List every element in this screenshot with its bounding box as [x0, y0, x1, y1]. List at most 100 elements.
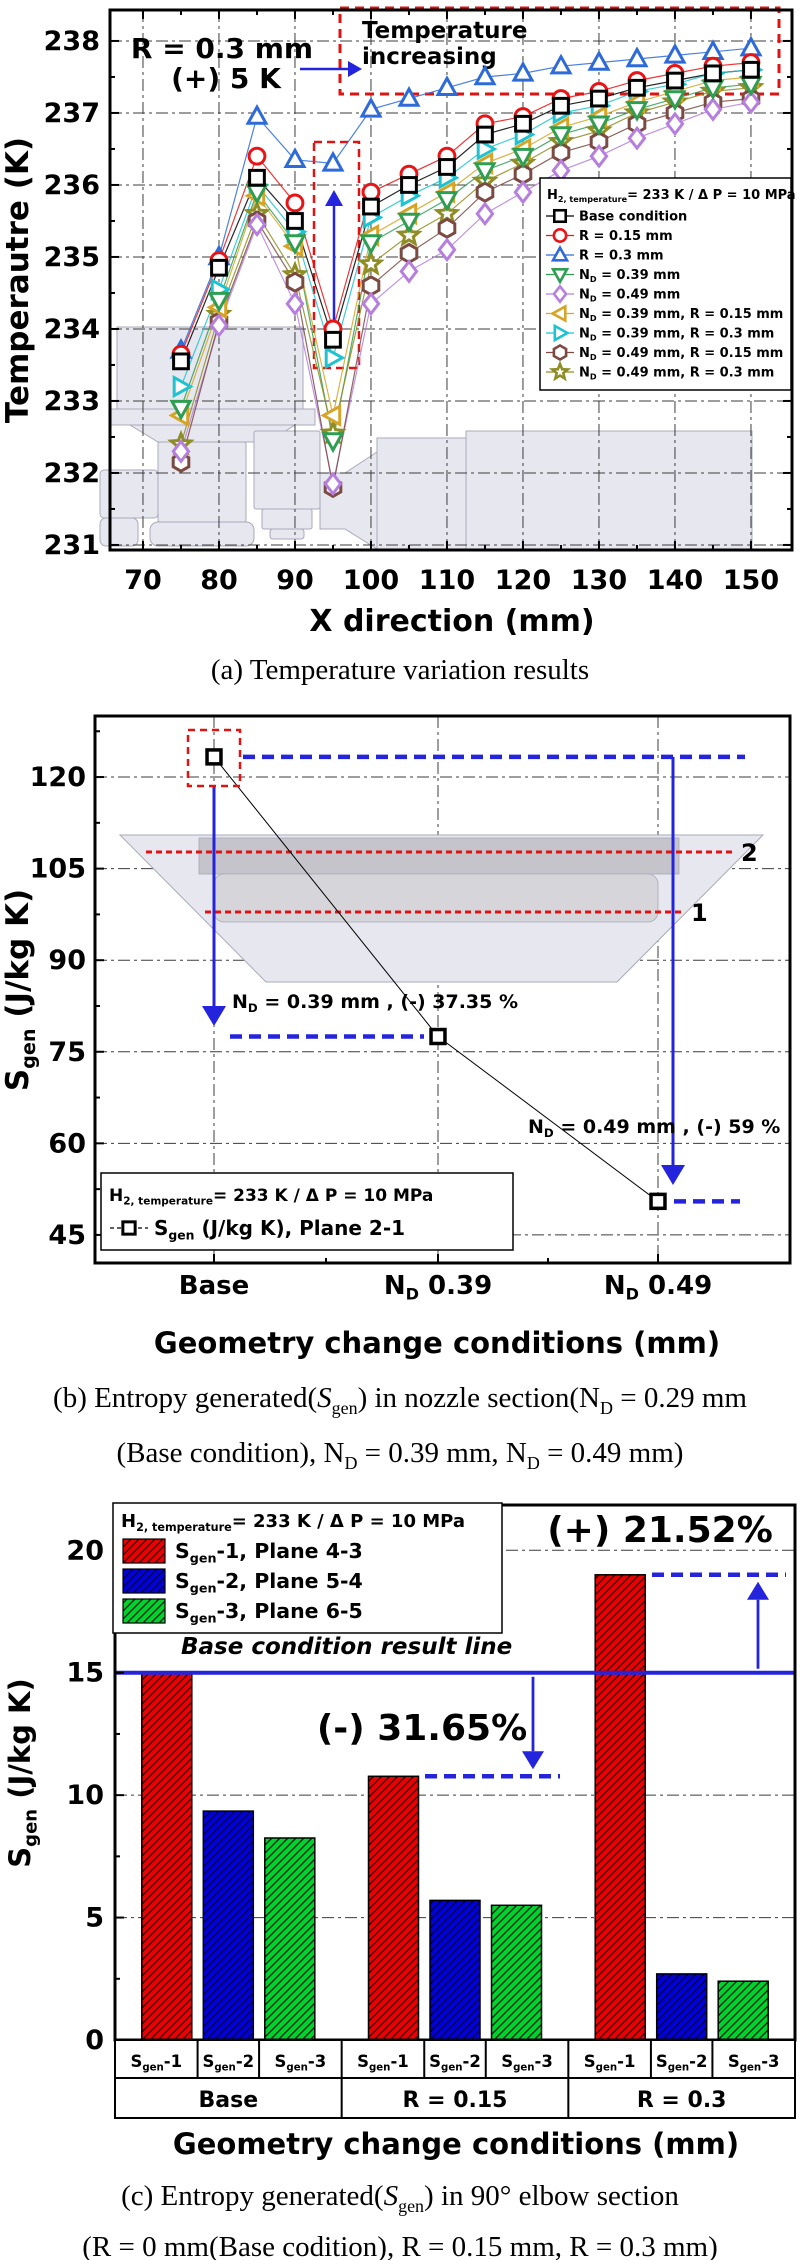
temperature-increasing-text-2: increasing — [362, 44, 497, 70]
triangle-right-marker — [476, 137, 498, 161]
square-marker — [742, 60, 760, 79]
bar-s-gen-2-base — [202, 1810, 255, 2041]
x-tick-label: 90 — [276, 565, 314, 596]
triangle-down-marker — [359, 234, 383, 256]
y-tick-label: 75 — [48, 1037, 86, 1068]
triangle-up-marker — [587, 50, 611, 71]
plane-1-label: 1 — [691, 899, 708, 927]
triangle-down-marker — [283, 234, 307, 256]
nozzle-section-inset: 21 — [118, 834, 765, 983]
series-line-n-d-0-49-mm-r-0-3-mm — [180, 87, 752, 445]
series-markers-n-d-0-49-mm — [171, 89, 761, 497]
legend-item-s-gen-3: Sgen-3, Plane 6-5 — [122, 1598, 363, 1626]
table-bar-label: Sgen-2 — [656, 2052, 708, 2074]
triangle-left-marker — [320, 403, 342, 427]
bar-s-gen-1-r-0-3 — [594, 1574, 646, 2041]
bar-s-gen-2-r-0-15 — [429, 1899, 481, 2041]
x-tick-label: 130 — [571, 565, 627, 596]
triangle-up-marker — [549, 53, 573, 75]
y-axis-title-c: Sgen (J/kg K) — [3, 1678, 41, 1867]
temperature-increasing-box — [338, 6, 781, 96]
series-line-r-0-15-mm — [180, 62, 752, 355]
legend-item-label: ND = 0.39 mm, R = 0.3 mm — [579, 327, 774, 343]
legend-item-r-0-3-mm: R = 0.3 mm — [546, 245, 664, 264]
y-tick-label: 0 — [85, 2025, 104, 2056]
table-bar-label: Sgen-1 — [584, 2052, 636, 2074]
square-marker — [476, 125, 494, 144]
base-condition-line-label: Base condition result line — [181, 1634, 512, 1660]
star-marker — [357, 249, 385, 276]
triangle-up-marker — [625, 46, 649, 68]
r03-note-line1: R = 0.3 mm — [131, 32, 313, 65]
triangle-up-marker — [283, 147, 307, 168]
table-bar-label: Sgen-2 — [429, 2052, 481, 2074]
legend-swatch — [122, 1538, 166, 1564]
diamond-marker — [552, 284, 568, 304]
diamond-marker — [361, 291, 381, 317]
star-marker — [548, 360, 572, 382]
square-marker — [666, 71, 684, 90]
triangle-down-marker — [663, 90, 687, 112]
square-marker — [248, 168, 266, 187]
y-axis-title-b: Sgen (J/kg K) — [0, 889, 40, 1091]
x-category-label: Base — [179, 1271, 249, 1301]
series-group-a — [167, 35, 765, 499]
square-marker — [121, 1220, 137, 1236]
triangle-up-marker — [550, 245, 570, 262]
increase-label: (+) 21.52% — [547, 1510, 773, 1551]
sgen-point-1 — [429, 1027, 447, 1046]
y-axis-title-c: Sgen (J/kg K) — [3, 1678, 41, 1867]
decrease-arrow — [522, 1676, 544, 1770]
legend-item-s-gen-1: Sgen-1, Plane 4-3 — [122, 1538, 363, 1566]
x-tick-label: 120 — [495, 565, 551, 596]
y-axis-title-a: Temperautre (K) — [0, 137, 36, 423]
square-marker — [552, 96, 570, 115]
triangle-down-marker — [321, 432, 345, 454]
triangle-down-marker — [625, 101, 649, 122]
caption-c-line2: (R = 0 mm(Base codition), R = 0.15 mm, R… — [82, 2230, 718, 2260]
legend-item-label: R = 0.15 mm — [579, 229, 673, 244]
decrease-label: (-) 31.65% — [317, 1708, 527, 1749]
legend-item-label: ND = 0.49 mm, R = 0.15 mm — [579, 346, 783, 362]
sgen-series-b — [205, 748, 667, 1211]
square-marker — [628, 78, 646, 97]
legend-swatch — [122, 1598, 166, 1624]
hexagon-marker — [285, 271, 305, 293]
triangle-up-marker — [435, 75, 459, 96]
triangle-right-marker — [172, 375, 194, 399]
diamond-marker — [513, 179, 533, 205]
triangle-up-marker — [511, 60, 535, 82]
cad-shape — [116, 326, 304, 410]
arrow-head — [661, 1165, 685, 1185]
x-tick-label: 110 — [419, 565, 475, 596]
series-line-n-d-0-39-mm-r-0-3-mm — [180, 69, 752, 387]
y-tick-label: 237 — [44, 98, 100, 129]
x-axis-title-c: Geometry change conditions (mm) — [173, 2127, 739, 2161]
legend-item-r-0-15-mm: R = 0.15 mm — [546, 228, 673, 244]
x-tick-label: 100 — [343, 565, 399, 596]
x-category-label: ND 0.39 — [384, 1271, 492, 1304]
bar-s-gen-3-base — [264, 1837, 316, 2041]
note-arrow — [300, 61, 362, 77]
inset-band-mid — [213, 873, 659, 923]
square-marker — [400, 176, 418, 194]
dip-highlight-box — [312, 140, 361, 370]
table-bar-label: Sgen-3 — [501, 2052, 553, 2074]
y-tick-label: 90 — [48, 945, 86, 976]
table-group-label: R = 0.3 — [637, 2088, 727, 2113]
legend-item-label: ND = 0.39 mm, R = 0.15 mm — [579, 307, 783, 323]
triangle-down-marker — [207, 291, 231, 313]
arrow-head — [747, 1581, 769, 1600]
diamond-marker — [665, 111, 685, 137]
y-tick-label: 235 — [44, 242, 100, 273]
y-tick-label: 5 — [85, 1903, 104, 1934]
y-tick-label: 15 — [66, 1658, 104, 1689]
x-axis-title-b: Geometry change conditions (mm) — [154, 1326, 720, 1360]
y-axis-title-b: Sgen (J/kg K) — [0, 889, 40, 1091]
legend-item-label: Sgen-3, Plane 6-5 — [175, 1599, 363, 1626]
series-line-r-0-3-mm — [180, 47, 752, 351]
bar-s-gen-3-r-0-15 — [490, 1904, 543, 2041]
hexagon-marker — [437, 217, 457, 239]
